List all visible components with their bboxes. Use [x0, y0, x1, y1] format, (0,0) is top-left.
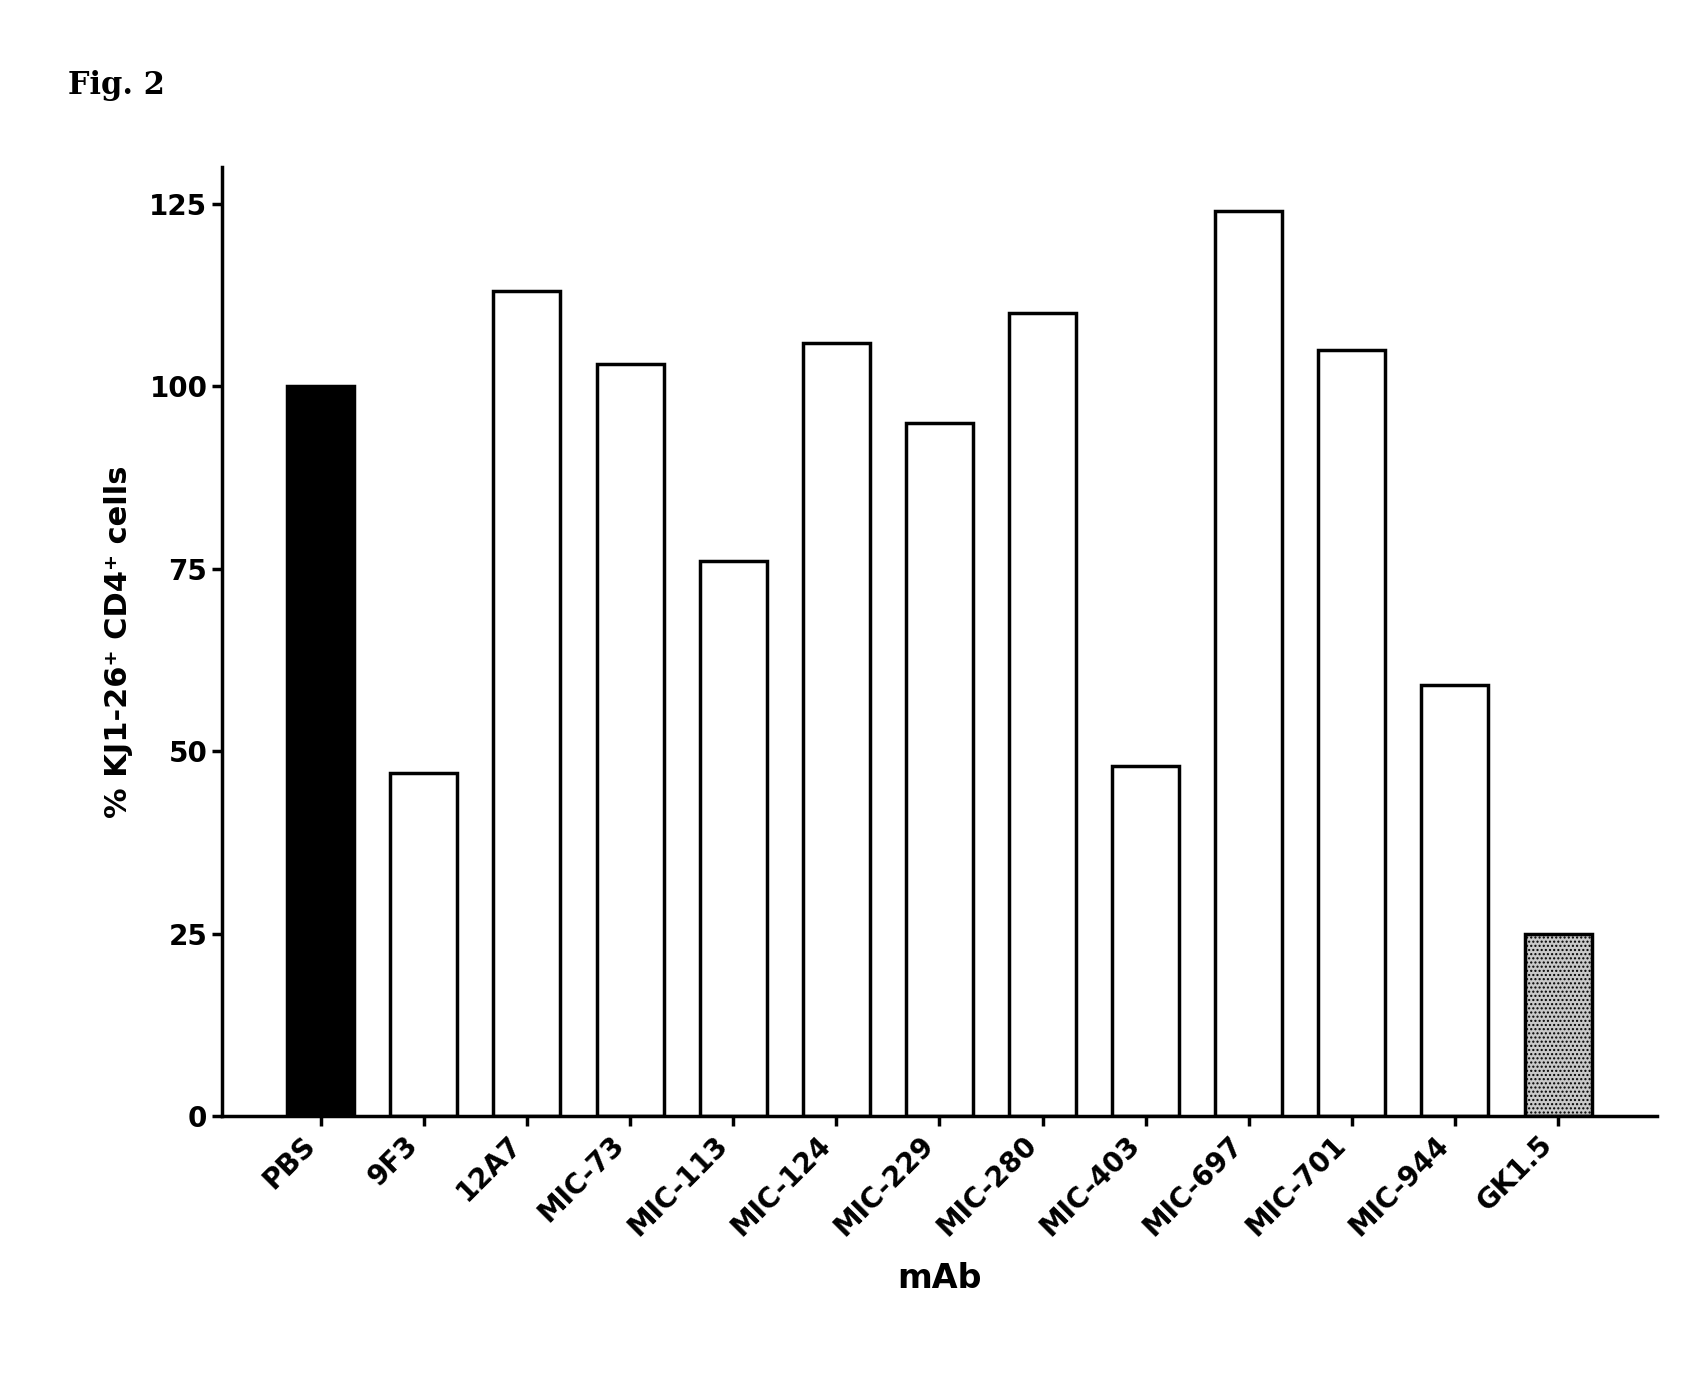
Bar [1318, 350, 1384, 1116]
Bar [287, 386, 353, 1116]
Text: Fig. 2: Fig. 2 [68, 70, 166, 100]
Bar [1420, 685, 1487, 1116]
Bar [596, 364, 664, 1116]
X-axis label: mAb: mAb [896, 1262, 982, 1295]
Bar [700, 561, 766, 1116]
Bar [1524, 933, 1591, 1116]
Bar [1111, 766, 1178, 1116]
Bar [1214, 211, 1282, 1116]
Bar [802, 343, 869, 1116]
Bar [1009, 314, 1075, 1116]
Y-axis label: % KJ1-26⁺ CD4⁺ cells: % KJ1-26⁺ CD4⁺ cells [104, 466, 133, 817]
Bar [493, 292, 560, 1116]
Bar [905, 423, 973, 1116]
Bar [391, 773, 457, 1116]
